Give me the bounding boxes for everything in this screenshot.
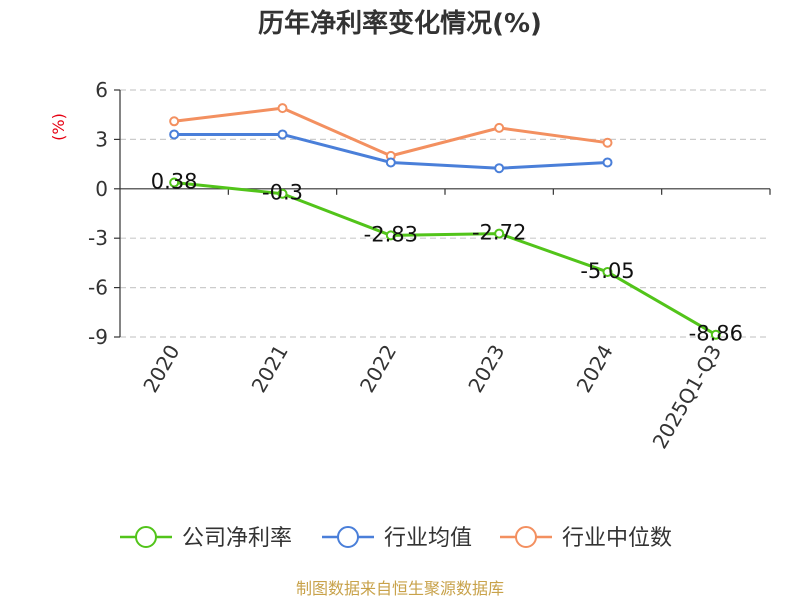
- data-point: [169, 116, 180, 127]
- legend-marker: [515, 526, 537, 548]
- chart-title: 历年净利率变化情况(%): [258, 8, 542, 39]
- data-point: [169, 177, 180, 188]
- data-point: [710, 329, 721, 340]
- x-tick-label: 2021: [247, 341, 293, 397]
- data-point: [602, 137, 613, 148]
- x-tick-label: 2020: [138, 341, 184, 397]
- data-point: [277, 129, 288, 140]
- series-line-0: [174, 181, 717, 336]
- y-tick-label: 0: [95, 177, 108, 201]
- data-label: -0.3: [262, 181, 303, 205]
- series-lines: [169, 103, 721, 340]
- y-tick-label: 3: [95, 127, 108, 151]
- x-tick-label: 2022: [355, 341, 401, 397]
- data-point: [385, 157, 396, 168]
- data-point: [494, 163, 505, 174]
- data-label: -5.05: [580, 259, 634, 283]
- legend-label: 行业中位数: [562, 526, 672, 551]
- data-point: [494, 122, 505, 133]
- x-tick-label: 2023: [463, 340, 509, 396]
- legend-label: 行业均值: [384, 526, 472, 551]
- data-point: [494, 228, 505, 239]
- legend-marker: [135, 526, 157, 548]
- data-point: [385, 230, 396, 241]
- data-label: -2.72: [472, 221, 526, 245]
- data-point: [277, 188, 288, 199]
- x-tick-label: 2025Q1-Q3: [647, 341, 726, 453]
- data-point: [602, 157, 613, 168]
- x-tick-label: 2024: [572, 341, 618, 397]
- legend-marker: [337, 526, 359, 548]
- y-tick-label: -6: [88, 276, 108, 300]
- y-tick-label: -9: [88, 325, 108, 349]
- y-axis-unit: (%): [49, 113, 68, 141]
- y-tick-label: 6: [95, 78, 108, 102]
- data-point: [277, 103, 288, 114]
- data-label: -8.86: [689, 322, 743, 346]
- data-labels: 0.38 -0.3 -2.83 -2.72 -5.05 -8.86: [151, 170, 743, 346]
- legend-label: 公司净利率: [182, 526, 292, 551]
- legend: 公司净利率 行业均值 行业中位数: [120, 526, 672, 551]
- series-line-2: [173, 106, 608, 158]
- data-point: [169, 129, 180, 140]
- data-point: [602, 266, 613, 277]
- data-label: 0.38: [151, 170, 198, 194]
- data-label: -2.83: [364, 222, 418, 246]
- y-tick-label: -3: [88, 226, 108, 250]
- gridlines: [120, 89, 770, 338]
- source-note: 制图数据来自恒生聚源数据库: [296, 579, 504, 598]
